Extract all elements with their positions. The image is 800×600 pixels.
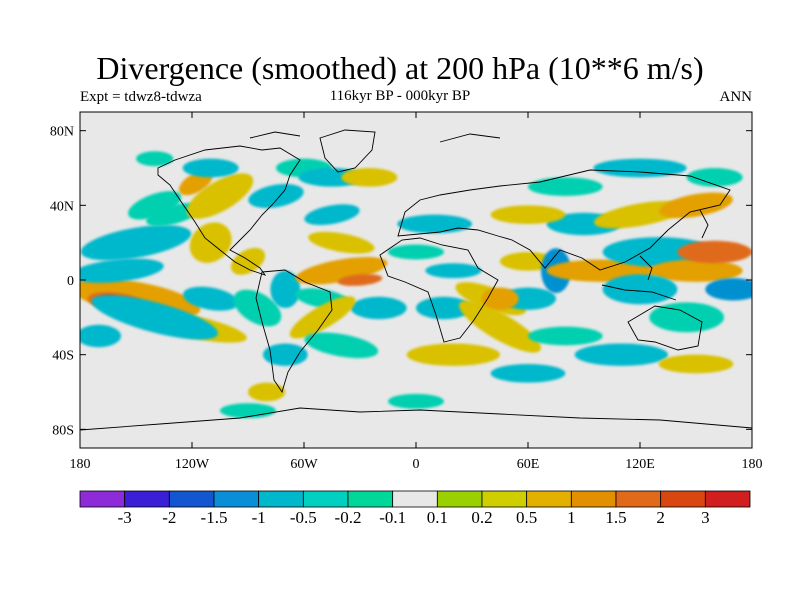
colorbar-label: -2 (162, 508, 176, 527)
experiment-label: Expt = tdwz8-tdwza (80, 89, 202, 105)
lat-tick-label: 80S (52, 423, 74, 438)
divergence-field (80, 151, 752, 419)
colorbar-swatch (213, 490, 260, 508)
lon-tick-label: 60W (290, 457, 318, 472)
divergence-contour-region (481, 287, 519, 310)
divergence-contour-region (233, 289, 282, 327)
period-label: 116kyr BP - 000kyr BP (329, 88, 471, 104)
colorbar-label: 3 (701, 508, 710, 527)
colorbar-label: -0.1 (379, 508, 406, 527)
coastlines (80, 129, 752, 431)
colorbar-swatch (615, 490, 662, 508)
divergence-contour-region (602, 274, 678, 305)
divergence-contour-region (304, 204, 360, 226)
colorbar-swatch (258, 490, 304, 508)
lat-tick-label: 40N (50, 199, 74, 214)
divergence-contour-region (528, 177, 603, 197)
divergence-contour-region (182, 158, 239, 178)
divergence-contour-region (593, 158, 687, 178)
divergence-contour-region (80, 258, 164, 283)
divergence-contour-region (247, 382, 286, 402)
colorbar-swatch (168, 490, 215, 508)
colorbar-label: 0.1 (427, 508, 448, 527)
lat-tick-label: 40S (52, 349, 74, 364)
divergence-contour-region (220, 403, 276, 419)
colorbar-label: 0.2 (471, 508, 492, 527)
divergence-contour-region (459, 300, 541, 353)
colorbar-swatch (526, 490, 572, 508)
colorbar-swatch (124, 490, 170, 508)
divergence-contour-region (602, 237, 715, 267)
divergence-contour-region (248, 183, 304, 209)
divergence-contour-region (388, 393, 444, 409)
divergence-contour-region (649, 259, 743, 282)
divergence-contour-region (183, 286, 239, 311)
divergence-contour-region (262, 343, 308, 366)
divergence-contour-region (289, 296, 356, 339)
plot-title: Divergence (smoothed) at 200 hPa (10**6 … (96, 50, 704, 86)
colorbar-label: -1.5 (201, 508, 228, 527)
colorbar-swatch (481, 490, 528, 508)
divergence-contour-region (397, 214, 472, 234)
divergence-contour-region (686, 168, 743, 187)
latitude-axis: 80N 40N 0 40S 80S (50, 125, 752, 438)
lon-tick-label: 180 (70, 457, 91, 472)
divergence-contour-region (574, 343, 668, 366)
divergence-contour-region (80, 225, 192, 261)
lon-tick-label: 120E (625, 457, 655, 472)
divergence-contour-region (350, 296, 407, 320)
divergence-contour-region (528, 326, 603, 346)
divergence-contour-region (128, 191, 182, 220)
colorbar-swatch (79, 490, 126, 508)
colorbar-label: 0.5 (516, 508, 537, 527)
colorbar-swatch (660, 490, 706, 508)
lat-tick-label: 0 (67, 274, 74, 289)
season-label: ANN (719, 89, 753, 105)
divergence-contour-region (91, 295, 218, 340)
divergence-contour-region (406, 343, 501, 366)
divergence-contour-region (308, 231, 375, 254)
colorbar-label: 1 (567, 508, 576, 527)
divergence-contour-region (304, 332, 379, 359)
divergence-contour-region (186, 173, 254, 219)
colorbar-swatch (302, 490, 349, 508)
divergence-contour-region (337, 274, 383, 286)
colorbar-swatch (704, 490, 751, 508)
divergence-contour-region (425, 263, 482, 279)
divergence-contour-region (649, 302, 725, 333)
colorbar-swatch (570, 490, 617, 508)
divergence-contour-region (490, 364, 566, 383)
divergence-contour-region (388, 244, 444, 260)
divergence-contour-region (295, 256, 388, 285)
divergence-contour-region (80, 324, 122, 348)
lon-tick-label: 180 (742, 457, 763, 472)
divergence-contour-region (658, 354, 734, 374)
colorbar: -3 -2 -1.5 -1 -0.5 -0.2 -0.1 0.1 0.2 0.5 1 1.5 2 3 (79, 490, 751, 527)
lon-tick-label: 0 (413, 457, 420, 472)
colorbar-label: -3 (118, 508, 132, 527)
colorbar-swatch (347, 490, 394, 508)
divergence-contour-region (146, 203, 201, 227)
colorbar-label: -0.2 (335, 508, 362, 527)
colorbar-label: -0.5 (290, 508, 317, 527)
longitude-axis: 180 120W 60W 0 60E 120E 180 (70, 112, 763, 472)
divergence-contour-region (677, 240, 752, 264)
colorbar-label: 2 (656, 508, 665, 527)
divergence-contour-region (270, 270, 301, 309)
lon-tick-label: 60E (517, 457, 540, 472)
lon-tick-label: 120W (175, 457, 210, 472)
colorbar-swatch (436, 490, 483, 508)
divergence-contour-region (490, 205, 566, 225)
divergence-contour-region (416, 296, 472, 320)
divergence-contour-region (341, 168, 398, 187)
colorbar-label: -1 (252, 508, 266, 527)
colorbar-label: 1.5 (605, 508, 626, 527)
divergence-contour-region (705, 278, 752, 301)
lat-tick-label: 80N (50, 125, 74, 140)
divergence-contour-region (136, 151, 174, 167)
colorbar-swatch (392, 490, 438, 508)
divergence-contour-region (659, 192, 733, 219)
